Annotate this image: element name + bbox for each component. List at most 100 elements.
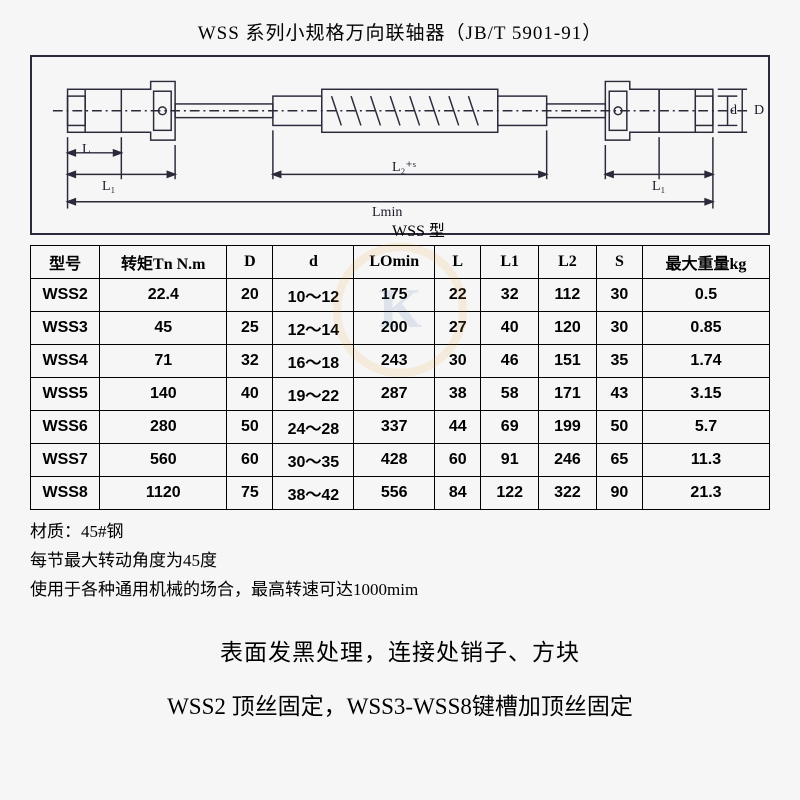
table-cell: 25 [227, 312, 273, 345]
dim-d: d [730, 103, 737, 119]
table-cell: 22.4 [100, 279, 227, 312]
table-cell: 140 [100, 378, 227, 411]
table-cell: 60 [435, 444, 481, 477]
table-cell: WSS8 [31, 477, 100, 510]
note-line: 使用于各种通用机械的场合，最高转速可达1000mim [30, 576, 770, 605]
table-cell: WSS3 [31, 312, 100, 345]
table-cell: 30 [435, 345, 481, 378]
table-header: 最大重量kg [642, 246, 769, 279]
dim-D: D [754, 103, 764, 119]
table-cell: 32 [227, 345, 273, 378]
table-row: WSS62805024～283374469199505.7 [31, 411, 770, 444]
table-cell: 243 [354, 345, 435, 378]
table-cell: 27 [435, 312, 481, 345]
table-cell: 43 [596, 378, 642, 411]
table-cell: 84 [435, 477, 481, 510]
table-cell: 16～18 [273, 345, 354, 378]
table-cell: 337 [354, 411, 435, 444]
table-cell: 10～12 [273, 279, 354, 312]
table-header: S [596, 246, 642, 279]
table-cell: 0.5 [642, 279, 769, 312]
spec-table: 型号转矩Tn N.mDdLOminLL1L2S最大重量kg WSS222.420… [30, 245, 770, 510]
table-cell: 122 [481, 477, 539, 510]
dim-L1-left: L₁ [102, 179, 115, 195]
table-cell: 91 [481, 444, 539, 477]
table-row: WSS4713216～182433046151351.74 [31, 345, 770, 378]
table-cell: 200 [354, 312, 435, 345]
table-header: D [227, 246, 273, 279]
footer-line-1: 表面发黑处理，连接处销子、方块 [30, 633, 770, 667]
type-label: WSS 型 [392, 217, 445, 241]
table-row: WSS811207538～42556841223229021.3 [31, 477, 770, 510]
table-cell: 428 [354, 444, 435, 477]
table-cell: 556 [354, 477, 435, 510]
table-cell: 1120 [100, 477, 227, 510]
table-cell: 38 [435, 378, 481, 411]
table-cell: 560 [100, 444, 227, 477]
table-header: LOmin [354, 246, 435, 279]
table-row: WSS3452512～142002740120300.85 [31, 312, 770, 345]
table-row: WSS75606030～3542860912466511.3 [31, 444, 770, 477]
table-cell: 30 [596, 312, 642, 345]
note-line: 材质：45#钢 [30, 518, 770, 547]
table-cell: 44 [435, 411, 481, 444]
table-header: L [435, 246, 481, 279]
table-cell: 171 [539, 378, 597, 411]
table-cell: 0.85 [642, 312, 769, 345]
table-cell: 40 [227, 378, 273, 411]
table-cell: 46 [481, 345, 539, 378]
table-cell: 12～14 [273, 312, 354, 345]
technical-drawing: L L₁ L₂⁺ˢ L₁ Lmin d D WSS 型 [30, 55, 770, 235]
table-header: 型号 [31, 246, 100, 279]
table-header: L1 [481, 246, 539, 279]
table-cell: 71 [100, 345, 227, 378]
table-cell: 38～42 [273, 477, 354, 510]
table-row: WSS222.42010～121752232112300.5 [31, 279, 770, 312]
table-cell: 58 [481, 378, 539, 411]
table-cell: 75 [227, 477, 273, 510]
table-cell: WSS5 [31, 378, 100, 411]
table-cell: WSS7 [31, 444, 100, 477]
table-cell: 32 [481, 279, 539, 312]
table-cell: 30～35 [273, 444, 354, 477]
table-cell: 22 [435, 279, 481, 312]
table-cell: 19～22 [273, 378, 354, 411]
table-cell: 120 [539, 312, 597, 345]
table-cell: 24～28 [273, 411, 354, 444]
table-cell: WSS2 [31, 279, 100, 312]
table-cell: 50 [596, 411, 642, 444]
page-title: WSS 系列小规格万向联轴器（JB/T 5901-91） [30, 18, 770, 45]
table-cell: WSS4 [31, 345, 100, 378]
table-cell: 45 [100, 312, 227, 345]
table-cell: 175 [354, 279, 435, 312]
table-cell: 3.15 [642, 378, 769, 411]
table-cell: 322 [539, 477, 597, 510]
dim-L: L [82, 142, 91, 158]
table-cell: 65 [596, 444, 642, 477]
table-cell: 1.74 [642, 345, 769, 378]
table-cell: 112 [539, 279, 597, 312]
table-cell: 21.3 [642, 477, 769, 510]
table-cell: 69 [481, 411, 539, 444]
table-cell: 5.7 [642, 411, 769, 444]
footer-line-2: WSS2 顶丝固定，WSS3-WSS8键槽加顶丝固定 [30, 687, 770, 721]
table-header: L2 [539, 246, 597, 279]
table-cell: 50 [227, 411, 273, 444]
table-header: d [273, 246, 354, 279]
table-cell: 246 [539, 444, 597, 477]
dim-L2s: L₂⁺ˢ [392, 159, 416, 176]
material-notes: 材质：45#钢 每节最大转动角度为45度 使用于各种通用机械的场合，最高转速可达… [30, 518, 770, 605]
table-cell: 280 [100, 411, 227, 444]
table-cell: 30 [596, 279, 642, 312]
table-cell: 60 [227, 444, 273, 477]
table-cell: 40 [481, 312, 539, 345]
table-cell: WSS6 [31, 411, 100, 444]
table-cell: 151 [539, 345, 597, 378]
note-line: 每节最大转动角度为45度 [30, 547, 770, 576]
table-cell: 90 [596, 477, 642, 510]
table-cell: 199 [539, 411, 597, 444]
dim-L1-right: L₁ [652, 179, 665, 195]
table-row: WSS51404019～222873858171433.15 [31, 378, 770, 411]
table-cell: 11.3 [642, 444, 769, 477]
table-cell: 287 [354, 378, 435, 411]
